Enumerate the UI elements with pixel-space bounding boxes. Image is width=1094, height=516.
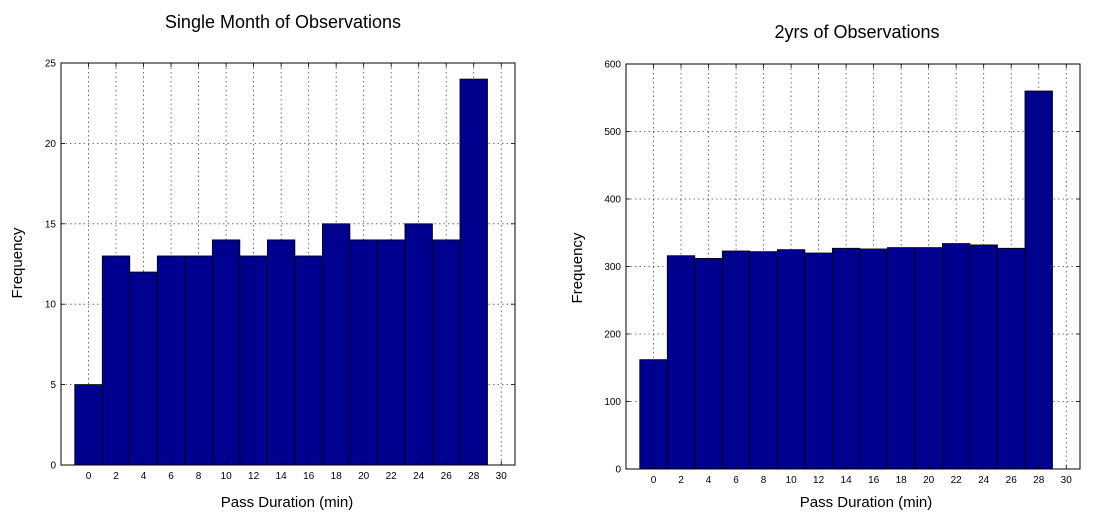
y-axis-label: Frequency — [9, 227, 26, 298]
bar — [831, 247, 861, 470]
y-tick-label: 200 — [604, 330, 621, 341]
y-tick-label: 25 — [45, 59, 57, 70]
y-tick-label: 15 — [45, 219, 57, 230]
bar — [997, 247, 1026, 470]
y-tick-label: 300 — [604, 262, 621, 273]
x-tick-label: 8 — [196, 471, 202, 482]
y-tick-label: 20 — [45, 139, 57, 150]
x-tick-label: 22 — [386, 471, 398, 482]
bar — [721, 250, 751, 470]
x-tick-label: 18 — [896, 475, 908, 486]
y-tick-label: 100 — [604, 397, 621, 408]
y-tick-label: 0 — [50, 461, 56, 472]
x-tick-label: 16 — [868, 475, 880, 486]
x-tick-label: 6 — [168, 471, 174, 482]
x-tick-label: 18 — [331, 471, 343, 482]
bar — [776, 249, 806, 470]
y-tick-label: 600 — [604, 60, 621, 71]
bar — [1024, 90, 1053, 470]
x-tick-label: 4 — [706, 475, 712, 486]
x-tick-label: 0 — [651, 475, 657, 486]
bar — [914, 247, 943, 470]
x-tick-label: 14 — [276, 471, 288, 482]
bar — [666, 255, 696, 470]
bar — [266, 239, 296, 466]
x-tick-label: 10 — [786, 475, 798, 486]
bar — [886, 247, 916, 470]
bar — [859, 248, 888, 470]
x-tick-label: 10 — [221, 471, 233, 482]
x-tick-label: 2 — [678, 475, 684, 486]
y-tick-label: 10 — [45, 300, 57, 311]
x-axis-label: Pass Duration (min) — [800, 494, 933, 511]
x-tick-label: 4 — [141, 471, 147, 482]
x-tick-label: 14 — [841, 475, 853, 486]
bar — [377, 239, 406, 466]
x-tick-label: 28 — [1033, 475, 1045, 486]
x-tick-label: 22 — [951, 475, 963, 486]
x-tick-label: 2 — [113, 471, 119, 482]
x-tick-label: 12 — [248, 471, 260, 482]
x-tick-label: 0 — [86, 471, 92, 482]
x-tick-label: 20 — [358, 471, 370, 482]
bar — [211, 239, 241, 466]
chart-title: 2yrs of Observations — [774, 22, 939, 42]
y-tick-label: 500 — [604, 127, 621, 138]
y-tick-label: 0 — [615, 465, 621, 476]
x-tick-label: 8 — [761, 475, 767, 486]
bar — [129, 271, 158, 466]
x-tick-label: 24 — [413, 471, 425, 482]
bar — [942, 243, 971, 470]
chart-two-years: 2yrs of Observations Pass Duration (min)… — [569, 22, 1081, 511]
plot-area: 0 2 4 6 8 10 12 14 16 18 20 22 24 26 28 300100200300400… — [604, 60, 1081, 486]
x-tick-label: 28 — [468, 471, 480, 482]
bar — [74, 384, 103, 466]
bar — [349, 239, 378, 466]
y-axis-label: Frequency — [569, 232, 586, 303]
x-tick-label: 26 — [441, 471, 453, 482]
y-tick-label: 400 — [604, 195, 621, 206]
y-tick-label: 5 — [50, 380, 56, 391]
bar — [101, 255, 131, 466]
bar — [294, 255, 323, 466]
x-tick-label: 20 — [923, 475, 935, 486]
x-tick-label: 26 — [1006, 475, 1018, 486]
bar — [804, 252, 833, 470]
chart-single-month: Single Month of Observations Pass Durati… — [9, 12, 516, 511]
bar — [694, 257, 723, 470]
x-axis-label: Pass Duration (min) — [221, 494, 354, 511]
bar — [969, 244, 998, 470]
bar — [639, 359, 668, 470]
x-tick-label: 16 — [303, 471, 315, 482]
bar — [321, 223, 351, 466]
x-tick-label: 30 — [1061, 475, 1073, 486]
bar — [404, 223, 433, 466]
bar — [156, 255, 186, 466]
bar — [749, 251, 778, 470]
x-tick-label: 24 — [978, 475, 990, 486]
x-tick-label: 30 — [496, 471, 508, 482]
chart-title: Single Month of Observations — [165, 12, 401, 32]
bar — [432, 239, 461, 466]
plot-frame — [60, 62, 516, 466]
bar — [184, 255, 213, 466]
x-tick-label: 12 — [813, 475, 825, 486]
x-tick-label: 6 — [733, 475, 739, 486]
bar — [239, 255, 268, 466]
bar — [459, 78, 488, 466]
